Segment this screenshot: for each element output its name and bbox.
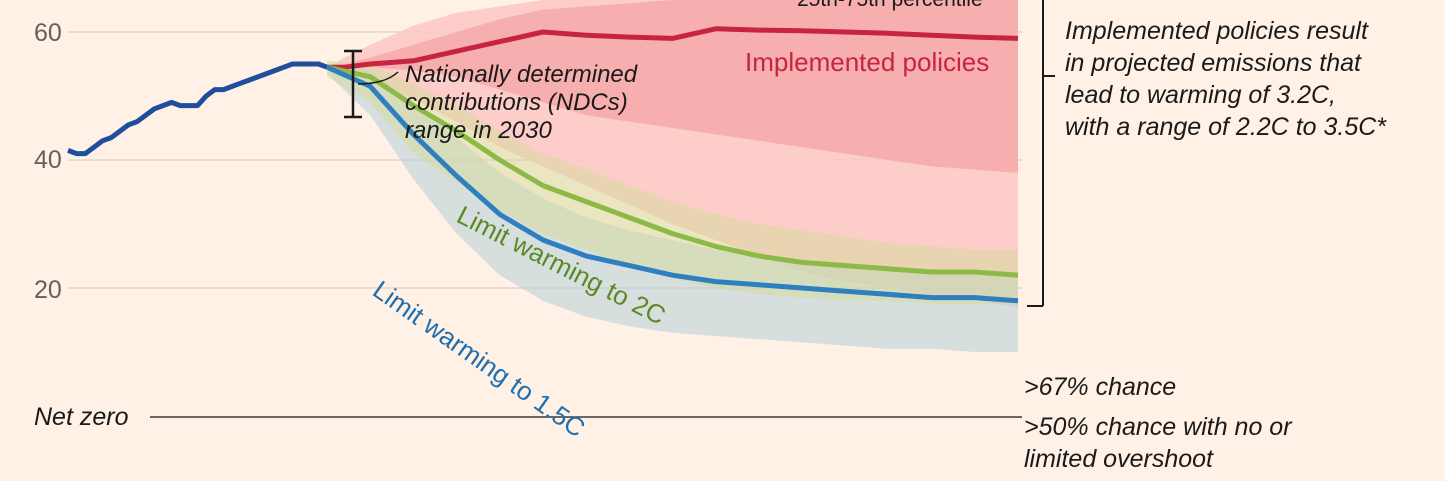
right-annotation-line-1: Implemented policies result [1065,17,1369,45]
y-tick-label-40: 40 [34,146,62,174]
net-zero-label: Net zero [34,403,129,431]
right-annotation-line-3: lead to warming of 3.2C, [1065,81,1336,109]
ndc-annotation-line-1: Nationally determined [405,61,638,88]
ndc-annotation-line-2: contributions (NDCs) [405,89,628,116]
chance-50-label-line-2: limited overshoot [1024,445,1214,473]
right-annotation-line-4: with a range of 2.2C to 3.5C* [1065,113,1387,141]
implemented-policies-label: Implemented policies [745,47,989,77]
chance-67-label: >67% chance [1024,373,1176,401]
limit-2c-line [326,64,1019,278]
limit-1-5c-line [326,64,1019,304]
y-tick-label-60: 60 [34,19,62,47]
band-caption: 25th-75th percentile [797,0,983,11]
ndc-range-marker [344,49,399,119]
right-bracket [1027,0,1055,307]
limit-2c-band [327,60,1019,304]
chance-50-label-line-1: >50% chance with no or [1024,413,1293,441]
historical-emissions-line [67,61,328,157]
implemented-policies-line [327,26,1019,70]
ndc-annotation-line-3: range in 2030 [405,117,552,144]
y-tick-label-20: 20 [34,276,62,304]
right-annotation-line-2: in projected emissions that [1065,49,1362,77]
